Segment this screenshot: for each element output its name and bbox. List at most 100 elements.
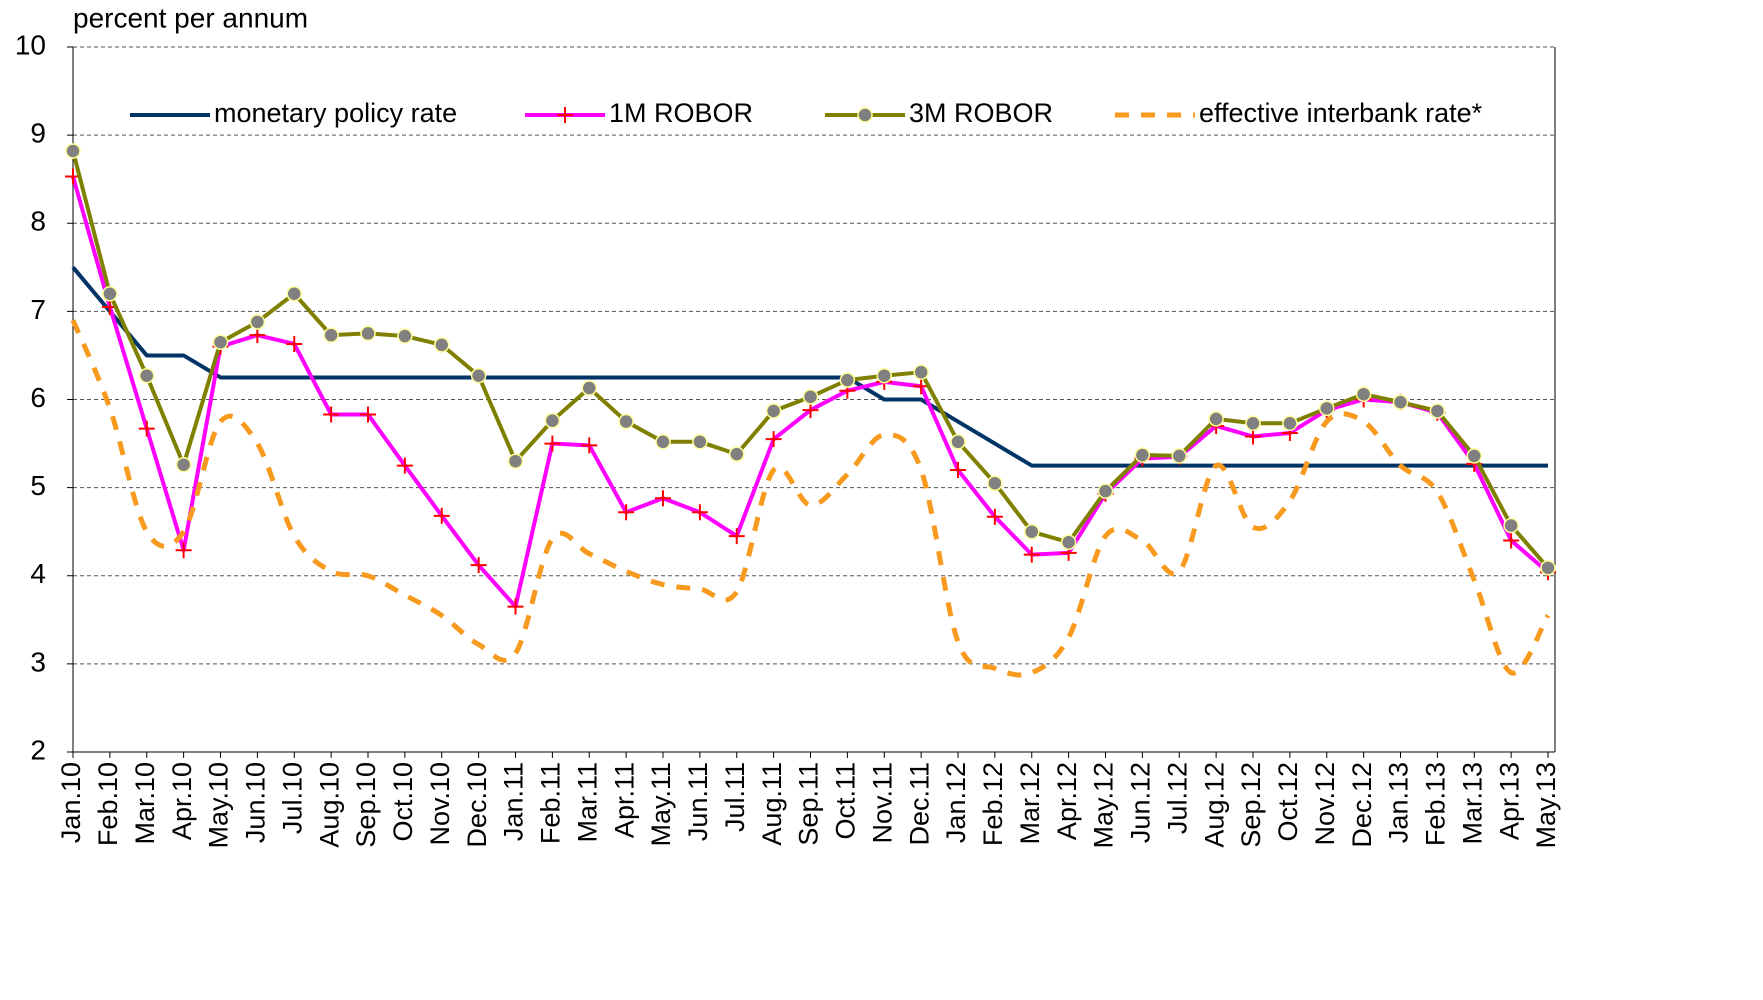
- x-tick-label: May.11: [646, 762, 676, 847]
- y-tick-label: 4: [30, 558, 46, 589]
- data-point: [950, 462, 966, 478]
- data-point: [507, 598, 524, 615]
- x-tick-label: Mar.11: [572, 762, 602, 843]
- data-point: [286, 286, 302, 302]
- data-point: [433, 507, 450, 524]
- data-point: [470, 557, 487, 574]
- x-tick-label: Jul.11: [720, 762, 750, 832]
- data-point: [655, 434, 671, 450]
- data-point: [1429, 403, 1446, 419]
- x-tick-label: Apr.11: [609, 762, 639, 838]
- data-point: [286, 335, 303, 352]
- data-point: [1023, 546, 1040, 563]
- data-point: [1392, 394, 1409, 410]
- x-tick-label: Jul.12: [1162, 762, 1192, 834]
- data-point: [581, 437, 598, 454]
- data-point: [360, 325, 376, 342]
- x-tick-label: Feb.11: [536, 762, 566, 844]
- data-point: [692, 434, 708, 450]
- x-tick-label: Jun.10: [241, 762, 271, 843]
- data-point: [65, 143, 81, 159]
- x-tick-label: Sep.11: [794, 762, 824, 846]
- data-point: [765, 431, 782, 448]
- x-tick-label: Aug.10: [314, 762, 344, 848]
- x-tick-label: Nov.11: [867, 762, 897, 844]
- data-point: [839, 372, 856, 388]
- data-point: [986, 508, 1003, 525]
- x-tick-label: Feb.10: [93, 762, 123, 846]
- data-point: [1245, 428, 1261, 445]
- data-point: [802, 389, 819, 405]
- data-point: [1319, 400, 1335, 417]
- data-point: [544, 435, 561, 452]
- legend-item: monetary policy rate: [130, 98, 457, 128]
- x-tick-label: Apr.10: [167, 762, 197, 840]
- x-tick-label: Aug.12: [1199, 762, 1229, 848]
- data-point: [323, 406, 340, 423]
- data-point: [397, 328, 413, 344]
- series-line: [71, 266, 1548, 468]
- x-tick-label: May.10: [204, 762, 234, 849]
- x-tick-label: Jan.10: [56, 762, 86, 843]
- data-point: [1503, 532, 1520, 549]
- data-point: [655, 490, 671, 507]
- x-tick-label: Jun.11: [683, 762, 713, 841]
- legend-item: 3M ROBOR: [825, 98, 1053, 128]
- series-line: [71, 150, 1550, 570]
- data-point: [691, 504, 708, 521]
- x-tick-label: Oct.12: [1273, 762, 1303, 842]
- data-point: [1503, 517, 1519, 534]
- data-point: [249, 314, 266, 330]
- x-tick-label: Jul.10: [277, 762, 307, 834]
- data-point: [139, 367, 155, 384]
- data-point: [1097, 483, 1114, 499]
- data-point: [1171, 448, 1187, 464]
- y-tick-label: 6: [30, 382, 46, 413]
- y-tick-label: 9: [30, 118, 46, 149]
- data-point: [470, 367, 487, 384]
- x-tick-label: Nov.12: [1310, 762, 1340, 846]
- x-tick-label: Dec.10: [462, 762, 492, 848]
- x-tick-label: Sep.12: [1236, 762, 1266, 848]
- data-point: [987, 475, 1003, 491]
- data-point: [434, 337, 450, 353]
- data-point: [729, 446, 745, 462]
- x-tick-label: Apr.12: [1052, 762, 1082, 840]
- legend-marker: [857, 107, 873, 123]
- y-tick-label: 5: [30, 470, 46, 501]
- legend-label: monetary policy rate: [214, 98, 457, 128]
- x-tick-label: Apr.13: [1494, 762, 1524, 840]
- y-tick-label: 8: [30, 206, 46, 237]
- x-tick-label: Feb.13: [1421, 762, 1451, 846]
- data-point: [396, 457, 413, 474]
- y-tick-label: 2: [30, 734, 46, 765]
- data-point: [802, 402, 819, 419]
- data-point: [1355, 386, 1372, 402]
- data-point: [1466, 448, 1482, 464]
- data-point: [581, 380, 597, 396]
- legend-marker: [557, 107, 573, 123]
- data-point: [1060, 534, 1077, 551]
- x-tick-label: Jan.11: [499, 762, 529, 841]
- data-point: [102, 286, 118, 302]
- data-point: [212, 334, 229, 350]
- x-tick-label: May.13: [1531, 762, 1561, 849]
- legend-label: 1M ROBOR: [609, 98, 753, 128]
- x-tick-label: Mar.13: [1457, 762, 1487, 845]
- data-point: [728, 528, 745, 545]
- x-tick-label: Mar.10: [130, 762, 160, 845]
- data-point: [618, 413, 634, 430]
- data-point: [323, 327, 339, 343]
- data-point: [618, 504, 635, 521]
- legend-label: effective interbank rate*: [1199, 98, 1483, 128]
- x-tick-label: Jan.13: [1384, 762, 1414, 843]
- data-point: [1282, 415, 1298, 432]
- x-tick-label: Mar.12: [1015, 762, 1045, 845]
- y-tick-label: 10: [15, 29, 46, 60]
- legend-item: 1M ROBOR: [525, 98, 753, 128]
- x-tick-label: Feb.12: [978, 762, 1008, 846]
- data-point: [765, 403, 782, 419]
- x-tick-label: Dec.11: [904, 762, 934, 846]
- data-point: [507, 453, 524, 469]
- series-line: [70, 319, 1551, 678]
